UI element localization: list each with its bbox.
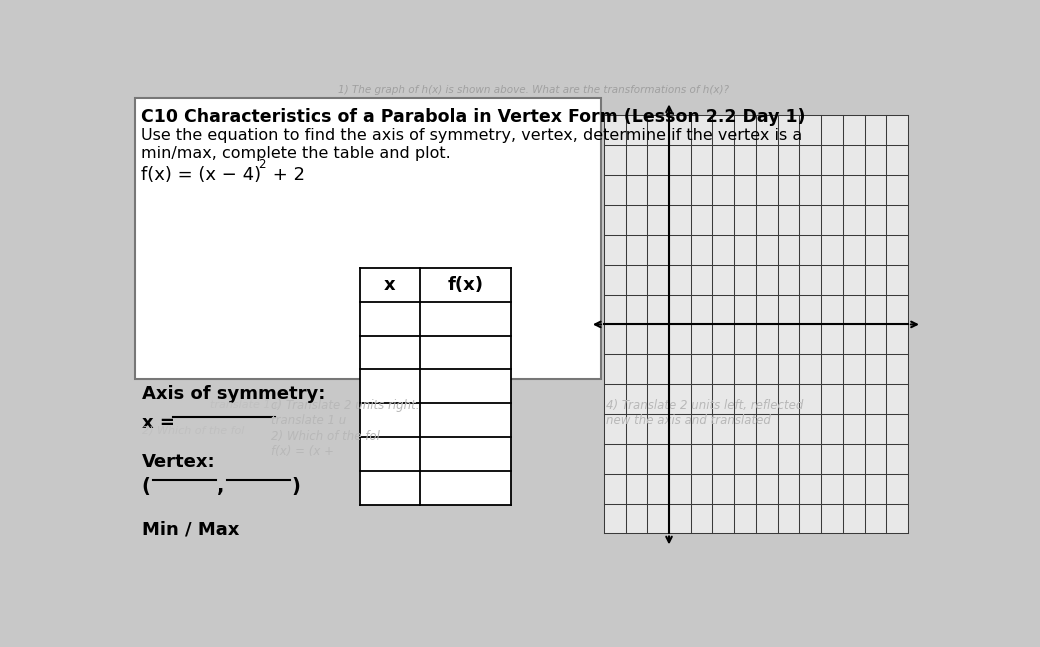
Text: (: ( — [141, 477, 151, 496]
Text: f(x) = (x − 4): f(x) = (x − 4) — [141, 166, 261, 184]
Text: 4) Translate 2 units left, reflected: 4) Translate 2 units left, reflected — [606, 399, 804, 411]
Text: 2) Which of the fol: 2) Which of the fol — [271, 430, 380, 443]
Text: translate 1 u: translate 1 u — [271, 414, 346, 427]
Text: + 2: + 2 — [266, 166, 305, 184]
Bar — [360, 268, 511, 505]
Text: new the axis and translated: new the axis and translated — [606, 414, 771, 427]
Bar — [604, 115, 908, 534]
Bar — [135, 98, 601, 380]
Text: ): ) — [291, 477, 301, 496]
Text: Vertex:: Vertex: — [141, 453, 215, 470]
Text: c) Translate 2 units right.: c) Translate 2 units right. — [271, 399, 420, 411]
Text: C10 Characteristics of a Parabola in Vertex Form (Lesson 2.2 Day 1): C10 Characteristics of a Parabola in Ver… — [141, 107, 806, 126]
Text: Axis of symmetry:: Axis of symmetry: — [141, 385, 326, 403]
Text: x: x — [384, 276, 395, 294]
Text: f(x): f(x) — [447, 276, 484, 294]
Text: Min / Max: Min / Max — [141, 520, 239, 538]
Text: min/max, complete the table and plot.: min/max, complete the table and plot. — [141, 146, 450, 161]
Text: translate 1 u: translate 1 u — [210, 400, 281, 410]
Text: 1) The graph of h(x) is shown above. What are the transformations of h(x)?: 1) The graph of h(x) is shown above. Wha… — [338, 85, 728, 94]
Text: f(x) = (x +: f(x) = (x + — [271, 445, 334, 458]
Text: ,: , — [217, 477, 225, 496]
Text: 2) Which of the fol: 2) Which of the fol — [141, 426, 244, 435]
Text: 2: 2 — [258, 159, 265, 171]
Text: x =: x = — [141, 414, 181, 432]
Text: Use the equation to find the axis of symmetry, vertex, determine if the vertex i: Use the equation to find the axis of sym… — [141, 127, 802, 143]
